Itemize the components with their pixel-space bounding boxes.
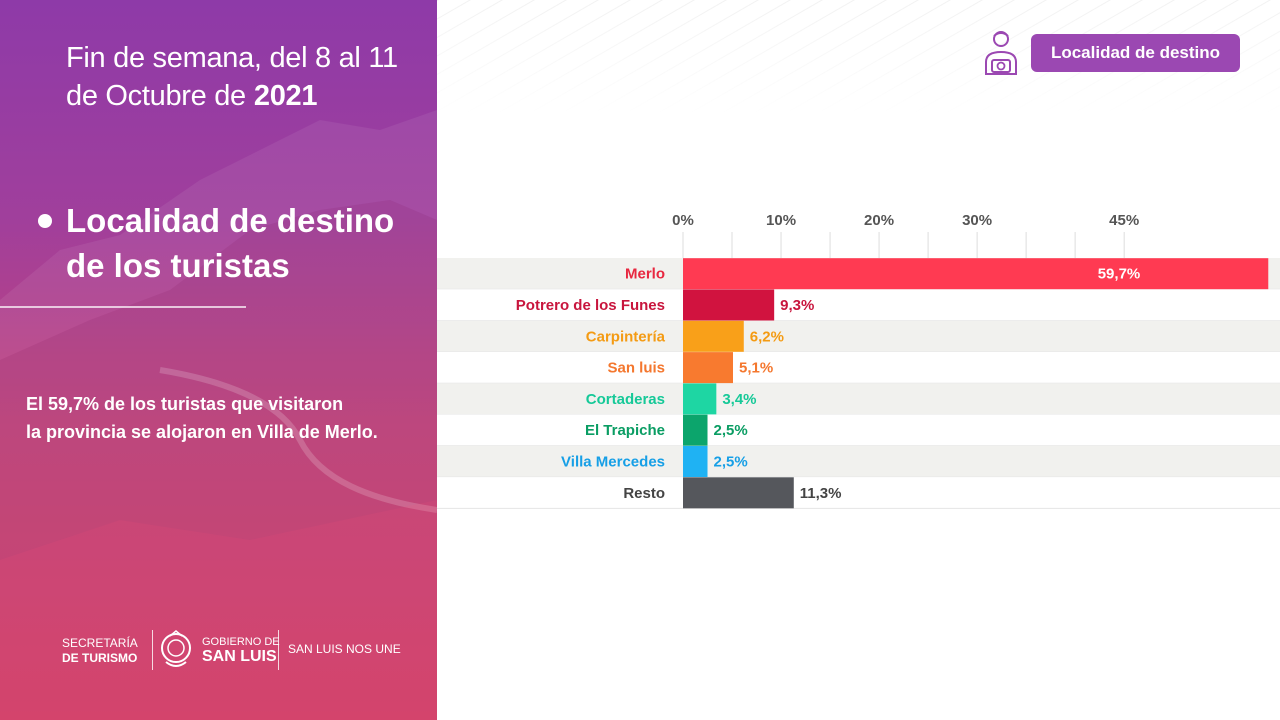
bar-layer — [683, 258, 1269, 509]
row-background — [437, 289, 1280, 321]
secretaria-line-2: DE TURISMO — [62, 651, 138, 665]
section-title-line-2: de los turistas — [66, 247, 290, 284]
value-label: 3,4% — [722, 391, 756, 408]
summary-text: El 59,7% de los turistas que visitaron l… — [26, 390, 426, 446]
value-label: 59,7% — [1098, 266, 1141, 283]
date-year: 2021 — [253, 80, 318, 112]
category-label: San luis — [607, 360, 665, 377]
footer-separator — [152, 630, 153, 670]
gobierno-line-2: SAN LUIS — [202, 648, 277, 665]
tick-label: 45% — [1109, 212, 1139, 229]
destination-bar-chart: 0% 10% 20% 30% 45% Merlo 59,7% Potrero de los F… — [437, 212, 1280, 509]
bar — [683, 383, 717, 415]
slogan: SAN LUIS NOS UNE — [288, 642, 401, 656]
row-background — [437, 445, 1280, 478]
footer-separator — [278, 630, 279, 670]
tick-label: 20% — [864, 212, 894, 229]
gobierno-line-1: GOBIERNO DE — [202, 636, 280, 648]
divider — [0, 306, 246, 308]
category-label: Potrero de los Funes — [516, 297, 665, 314]
tick-label: 10% — [766, 212, 796, 229]
bar — [683, 289, 775, 321]
mountain-background — [0, 110, 437, 720]
grid-layer — [682, 232, 1125, 258]
category-label: El Trapiche — [585, 422, 665, 439]
category-label: Villa Mercedes — [561, 453, 665, 470]
bar — [683, 477, 794, 509]
label-layer: 0% 10% 20% 30% 45% Merlo 59,7% Potrero de los F… — [516, 212, 1140, 502]
summary-line-1: El 59,7% de los turistas que visitaron — [26, 394, 344, 414]
bullet-icon — [38, 214, 52, 228]
bar — [683, 258, 1269, 290]
tourist-camera-icon — [985, 31, 1017, 75]
category-label: Carpintería — [586, 328, 666, 345]
category-label: Resto — [623, 485, 665, 502]
date-text: de Octubre de — [66, 80, 246, 112]
row-layer — [437, 258, 1280, 509]
summary-line-2: la provincia se alojaron en Villa de Mer… — [26, 422, 378, 442]
secretaria-line-1: SECRETARÍA — [62, 636, 138, 650]
left-panel: Fin de semana, del 8 al 11 de Octubre de… — [0, 0, 437, 720]
row-background — [437, 383, 1280, 415]
section-title-line-1: Localidad de destino — [66, 202, 395, 239]
bar — [683, 320, 744, 352]
row-background — [437, 414, 1280, 446]
hatch-pattern — [437, 0, 1280, 115]
date-line-2: de Octubre de 2021 — [66, 80, 318, 113]
bar — [683, 414, 708, 446]
date-line-1: Fin de semana, del 8 al 11 — [66, 42, 398, 74]
value-label: 9,3% — [780, 297, 814, 314]
value-label: 11,3% — [800, 485, 842, 502]
destination-badge: Localidad de destino — [1031, 34, 1240, 72]
category-label: Cortaderas — [586, 391, 665, 408]
bar — [683, 446, 708, 477]
tick-label: 0% — [672, 212, 694, 229]
value-label: 2,5% — [714, 453, 748, 470]
value-label: 5,1% — [739, 360, 773, 377]
value-label: 6,2% — [750, 328, 784, 345]
row-background — [437, 477, 1280, 509]
tick-label: 30% — [962, 212, 992, 229]
category-label: Merlo — [625, 266, 665, 283]
seal-icon — [161, 630, 191, 667]
row-background — [437, 351, 1280, 384]
row-background — [437, 320, 1280, 352]
bar — [683, 352, 733, 384]
value-label: 2,5% — [714, 422, 748, 439]
